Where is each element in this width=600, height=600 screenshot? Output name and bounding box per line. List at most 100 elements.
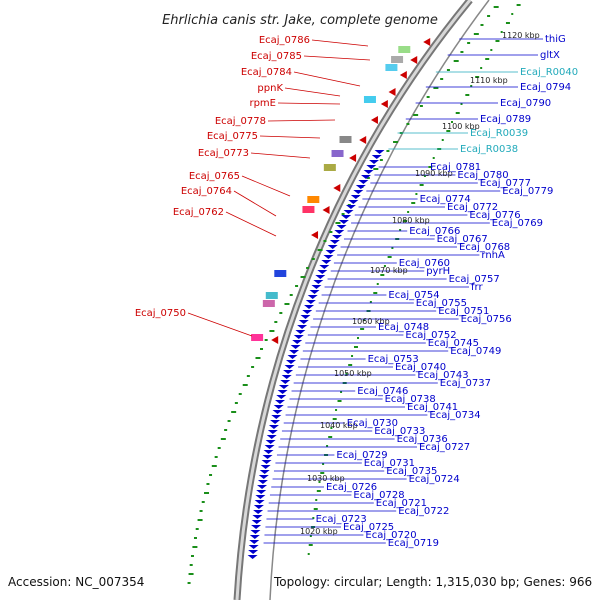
gene-box bbox=[307, 196, 320, 203]
gc-dash bbox=[312, 517, 315, 519]
gene-arrow bbox=[267, 430, 278, 434]
gene-label: Ecaj_0754 bbox=[388, 290, 439, 301]
gene-arrow bbox=[253, 505, 264, 509]
gene-arrow bbox=[248, 550, 259, 554]
gc-dash bbox=[406, 123, 410, 125]
gc-dash bbox=[189, 564, 193, 566]
leader-line bbox=[225, 211, 277, 237]
gene-label: Ecaj_0722 bbox=[398, 506, 449, 517]
gc-dash bbox=[441, 139, 444, 141]
gc-dash bbox=[295, 285, 299, 287]
gene-label: Ecaj_0740 bbox=[395, 362, 446, 373]
kbp-tick: 1090 kbp bbox=[415, 169, 453, 178]
gene-arrow bbox=[353, 190, 364, 194]
leader-line bbox=[303, 55, 371, 61]
gc-dash bbox=[480, 67, 483, 69]
gene-label: Ecaj_0772 bbox=[447, 202, 498, 213]
gc-dash bbox=[274, 321, 278, 323]
gc-dash bbox=[473, 33, 479, 35]
gene-label: Ecaj_0769 bbox=[492, 218, 543, 229]
gene-arrow bbox=[349, 154, 357, 162]
leader-line bbox=[259, 135, 321, 139]
gc-dash bbox=[450, 121, 453, 123]
gc-dash bbox=[453, 60, 459, 62]
gene-arrow bbox=[249, 535, 260, 539]
gc-dash bbox=[284, 303, 290, 305]
gc-dash bbox=[340, 391, 343, 393]
gene-label: Ecaj_0723 bbox=[316, 514, 367, 525]
kbp-tick: 1070 kbp bbox=[370, 266, 408, 275]
leader-line bbox=[233, 190, 277, 217]
gc-dash bbox=[255, 357, 261, 359]
gc-dash bbox=[187, 582, 191, 584]
gene-arrow bbox=[255, 495, 266, 499]
map-title: Ehrlichia canis str. Jake, complete geno… bbox=[162, 13, 438, 28]
gene-arrow bbox=[281, 375, 292, 379]
gene-arrow bbox=[270, 420, 281, 424]
gc-dash bbox=[373, 168, 379, 170]
gc-dash bbox=[318, 481, 321, 483]
gene-box bbox=[385, 64, 398, 71]
gene-arrow bbox=[254, 500, 265, 504]
gene-arrow bbox=[315, 275, 326, 279]
gc-dash bbox=[387, 256, 392, 258]
gc-dash bbox=[475, 76, 480, 78]
gene-arrow bbox=[358, 180, 369, 184]
gc-dash bbox=[224, 429, 228, 431]
gene-label: Ecaj_0719 bbox=[388, 538, 439, 549]
gc-dash bbox=[311, 258, 315, 260]
gc-dash bbox=[495, 40, 500, 42]
gene-arrow bbox=[423, 38, 431, 46]
leader-line bbox=[250, 152, 311, 159]
gene-arrow bbox=[249, 540, 260, 544]
gene-label: Ecaj_0737 bbox=[440, 378, 491, 389]
gc-dash bbox=[300, 276, 306, 278]
gc-dash bbox=[193, 537, 197, 539]
gc-dash bbox=[231, 411, 237, 413]
gc-dash bbox=[460, 103, 463, 105]
gene-label: Ecaj_0760 bbox=[399, 258, 450, 269]
kbp-tick: 1050 kbp bbox=[334, 369, 372, 378]
kbp-tick: 1040 kbp bbox=[320, 421, 358, 430]
gene-arrow bbox=[333, 184, 341, 192]
gc-dash bbox=[391, 247, 394, 249]
kbp-tick: 1080 kbp bbox=[392, 216, 430, 225]
gene-label: Ecaj_0750 bbox=[135, 308, 186, 319]
gene-arrow bbox=[313, 280, 324, 284]
gc-dash bbox=[206, 483, 210, 485]
gene-arrow bbox=[341, 215, 352, 219]
kbp-tick: 1030 kbp bbox=[307, 474, 345, 483]
gene-arrow bbox=[329, 240, 340, 244]
leader-line bbox=[293, 71, 361, 87]
gene-arrow bbox=[325, 250, 336, 254]
left-gene-labels: Ecaj_0786 Ecaj_0785 Ecaj_0784 ppnK rpmE … bbox=[135, 35, 310, 319]
gene-arrow bbox=[256, 490, 267, 494]
gene-arrow bbox=[251, 520, 262, 524]
gene-arrow bbox=[399, 71, 407, 79]
gene-label: Ecaj_R0040 bbox=[520, 67, 578, 78]
gc-dash bbox=[419, 105, 423, 107]
genome-backbone bbox=[233, 0, 490, 600]
gc-dash bbox=[353, 346, 358, 348]
gc-dash bbox=[376, 283, 379, 285]
kbp-tick: 1100 kbp bbox=[442, 122, 480, 131]
gc-dash bbox=[251, 366, 255, 368]
gc-dash bbox=[335, 222, 341, 224]
gene-arrow bbox=[319, 265, 330, 269]
gc-dash bbox=[220, 438, 226, 440]
gc-dash bbox=[306, 267, 310, 269]
gc-dash bbox=[308, 544, 313, 546]
gc-dash bbox=[329, 231, 333, 233]
gc-dash bbox=[289, 294, 293, 296]
gc-dash bbox=[485, 58, 490, 60]
gene-arrow bbox=[355, 185, 366, 189]
gc-dash bbox=[201, 501, 205, 503]
gene-arrow bbox=[266, 435, 277, 439]
gene-label: rpmE bbox=[249, 98, 276, 109]
gene-arrow bbox=[293, 335, 304, 339]
leader-line bbox=[284, 87, 341, 97]
gene-arrow bbox=[271, 415, 282, 419]
gene-label: rnhA bbox=[481, 250, 505, 261]
gene-box bbox=[274, 270, 287, 277]
